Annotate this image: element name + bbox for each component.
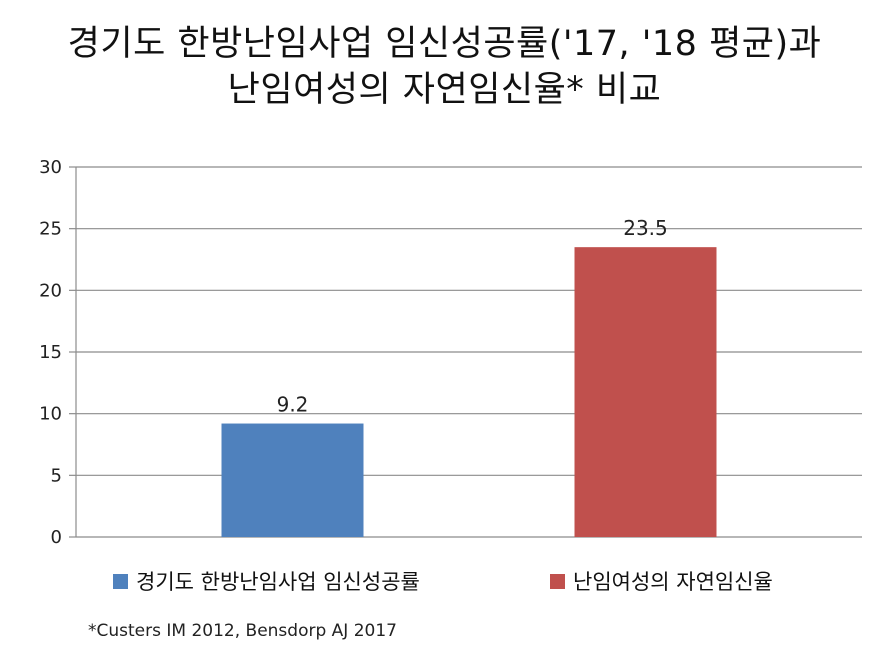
gridlines	[76, 166, 862, 476]
y-tick-label-10: 10	[39, 404, 62, 425]
legend-item-series-1: 경기도 한방난임사업 임신성공률	[113, 566, 420, 596]
y-tick-label-0: 0	[51, 527, 62, 548]
data-label-2: 23.5	[623, 216, 668, 240]
footnote: *Custers IM 2012, Bensdorp AJ 2017	[88, 621, 397, 641]
legend-swatch-red	[550, 573, 565, 589]
y-tick-label-25: 25	[39, 219, 62, 240]
y-tick-label-30: 30	[39, 157, 62, 178]
y-tick-label-20: 20	[39, 280, 62, 301]
bar-2	[574, 247, 717, 537]
data-labels: 9.2 23.5	[277, 216, 668, 416]
bar-1	[221, 423, 364, 537]
legend-label-series-1: 경기도 한방난임사업 임신성공률	[136, 570, 420, 594]
data-label-1: 9.2	[277, 393, 309, 417]
y-axis-ticks: 0 5 10 15 20 25 30	[39, 157, 76, 548]
legend-swatch-blue	[113, 573, 128, 589]
bars	[221, 247, 717, 537]
chart-title-line-1: 경기도 한방난임사업 임신성공률('17, '18 평균)과	[67, 24, 822, 64]
legend-label-series-2: 난임여성의 자연임신율	[573, 570, 773, 594]
bar-chart: 0 5 10 15 20 25 30 9.2 23.5	[39, 157, 862, 548]
y-tick-label-5: 5	[51, 465, 62, 486]
legend-item-series-2: 난임여성의 자연임신율	[550, 566, 773, 596]
chart-title-line-2: 난임여성의 자연임신율* 비교	[227, 70, 662, 110]
y-tick-label-15: 15	[39, 342, 62, 363]
legend: 경기도 한방난임사업 임신성공률 난임여성의 자연임신율	[0, 566, 889, 600]
